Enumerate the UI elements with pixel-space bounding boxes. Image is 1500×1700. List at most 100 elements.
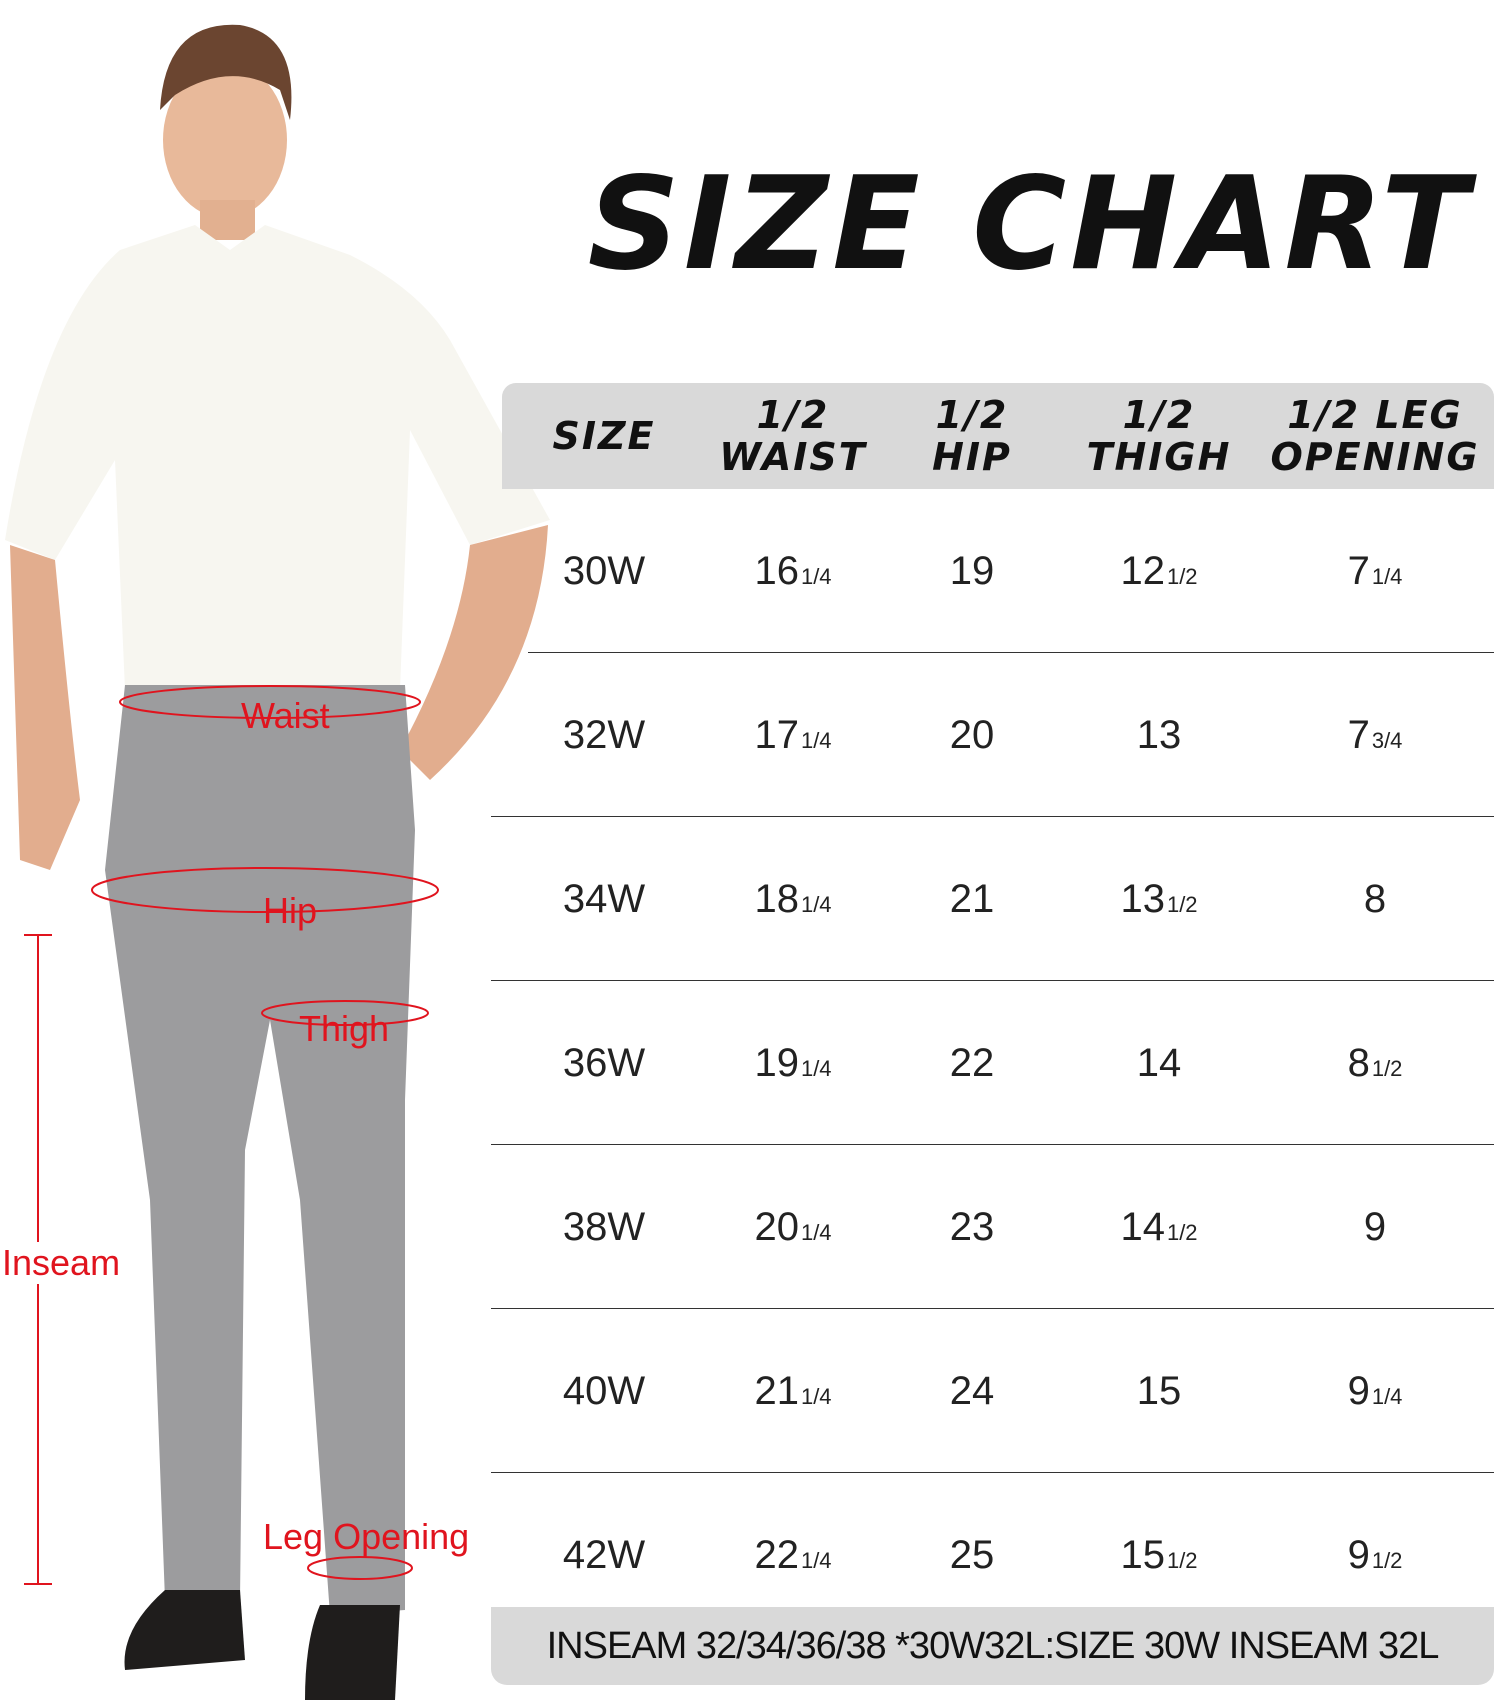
cell-fraction: 1/2 [1166,1220,1198,1245]
leg-opening-label: Leg Opening [263,1516,470,1557]
cell-value: 8 [1363,876,1387,921]
cell-thigh: 15 1/2 [1069,1473,1249,1637]
cell-waist: 21 1/4 [703,1309,883,1473]
cell-fraction: 1/4 [800,1384,832,1409]
cell-value: 9 [1347,1532,1370,1577]
hip-label: Hip [263,890,318,931]
cell-value: 32W [562,712,646,757]
cell-fraction: 1/2 [1166,564,1198,589]
cell-waist: 16 1/4 [703,489,883,653]
cell-leg-opening: 9 [1285,1145,1465,1309]
cell-value: 22 [754,1532,799,1577]
cell-value: 17 [754,712,799,757]
inseam-note: INSEAM 32/34/36/38 *30W32L:SIZE 30W INSE… [491,1607,1494,1685]
hip-ring [91,867,439,913]
cell-fraction: 1/2 [1166,892,1198,917]
cell-hip: 25 [882,1473,1062,1637]
table-header: SIZE 1/2 WAIST 1/2 HIP 1/2 THIGH 1/2 LEG… [502,383,1494,489]
cell-fraction: 1/4 [800,1056,832,1081]
model-photo [5,24,550,1700]
cell-value: 8 [1347,1040,1370,1085]
cell-fraction: 1/4 [800,1220,832,1245]
cell-value: 12 [1120,548,1165,593]
table-row: 42W 22 1/4 25 15 1/2 9 1/2 [491,1473,1494,1637]
header-leg-opening: 1/2 LEG OPENING [1270,393,1480,479]
cell-fraction: 1/2 [1371,1056,1403,1081]
row-divider [491,1307,1494,1309]
waist-ring [119,685,421,719]
cell-fraction: 1/4 [800,892,832,917]
thigh-label: Thigh [299,1008,390,1049]
cell-fraction: 1/4 [800,564,832,589]
cell-value: 15 [1136,1368,1182,1413]
header-thigh: 1/2 THIGH [1086,393,1232,479]
cell-waist: 19 1/4 [703,981,883,1145]
thigh-ring [261,1000,429,1026]
table-row: 30W 16 1/4 19 12 1/2 7 1/4 [491,489,1494,653]
cell-value: 16 [754,548,799,593]
page-title: SIZE CHART [587,150,1473,299]
cell-thigh: 13 1/2 [1069,817,1249,981]
cell-value: 18 [754,876,799,921]
cell-hip: 23 [882,1145,1062,1309]
table-row: 36W 19 1/4 22 14 8 1/2 [491,981,1494,1145]
cell-leg-opening: 9 1/2 [1285,1473,1465,1637]
cell-fraction: 1/4 [1371,564,1403,589]
measurement-annotations [24,685,439,1585]
cell-leg-opening: 9 1/4 [1285,1309,1465,1473]
cell-value: 9 [1363,1204,1387,1249]
header-waist: 1/2 WAIST [719,393,867,479]
row-divider [491,1471,1494,1473]
header-size: SIZE [552,414,656,458]
cell-fraction: 1/4 [1371,1384,1403,1409]
cell-value: 42W [562,1532,646,1577]
table-row: 32W 17 1/4 20 13 7 3/4 [491,653,1494,817]
cell-fraction: 1/4 [800,728,832,753]
row-divider [491,815,1494,817]
cell-value: 20 [754,1204,799,1249]
table-row: 40W 21 1/4 24 15 9 1/4 [491,1309,1494,1473]
cell-fraction: 1/4 [800,1548,832,1573]
cell-fraction: 3/4 [1371,728,1403,753]
cell-value: 14 [1136,1040,1182,1085]
cell-value: 22 [949,1040,995,1085]
cell-hip: 19 [882,489,1062,653]
cell-value: 19 [949,548,995,593]
cell-hip: 20 [882,653,1062,817]
cell-fraction: 1/2 [1371,1548,1403,1573]
row-divider [528,651,1494,653]
cell-value: 21 [754,1368,799,1413]
cell-thigh: 14 1/2 [1069,1145,1249,1309]
cell-leg-opening: 8 [1285,817,1465,981]
cell-waist: 22 1/4 [703,1473,883,1637]
cell-value: 13 [1120,876,1165,921]
cell-value: 19 [754,1040,799,1085]
cell-value: 7 [1347,548,1370,593]
row-divider [491,1143,1494,1145]
cell-value: 14 [1120,1204,1165,1249]
cell-hip: 21 [882,817,1062,981]
cell-hip: 24 [882,1309,1062,1473]
cell-size: 42W [514,1473,694,1637]
cell-fraction: 1/2 [1166,1548,1198,1573]
cell-value: 13 [1136,712,1182,757]
cell-leg-opening: 7 3/4 [1285,653,1465,817]
cell-value: 24 [949,1368,995,1413]
cell-waist: 18 1/4 [703,817,883,981]
cell-leg-opening: 7 1/4 [1285,489,1465,653]
cell-value: 25 [949,1532,995,1577]
cell-thigh: 15 [1069,1309,1249,1473]
table-row: 34W 18 1/4 21 13 1/2 8 [491,817,1494,981]
row-divider [491,979,1494,981]
cell-size: 32W [514,653,694,817]
header-hip: 1/2 HIP [932,393,1012,479]
cell-leg-opening: 8 1/2 [1285,981,1465,1145]
cell-waist: 20 1/4 [703,1145,883,1309]
cell-value: 21 [949,876,995,921]
cell-size: 34W [514,817,694,981]
cell-value: 38W [562,1204,646,1249]
inseam-label: Inseam [2,1242,121,1284]
cell-size: 40W [514,1309,694,1473]
cell-thigh: 12 1/2 [1069,489,1249,653]
cell-value: 20 [949,712,995,757]
